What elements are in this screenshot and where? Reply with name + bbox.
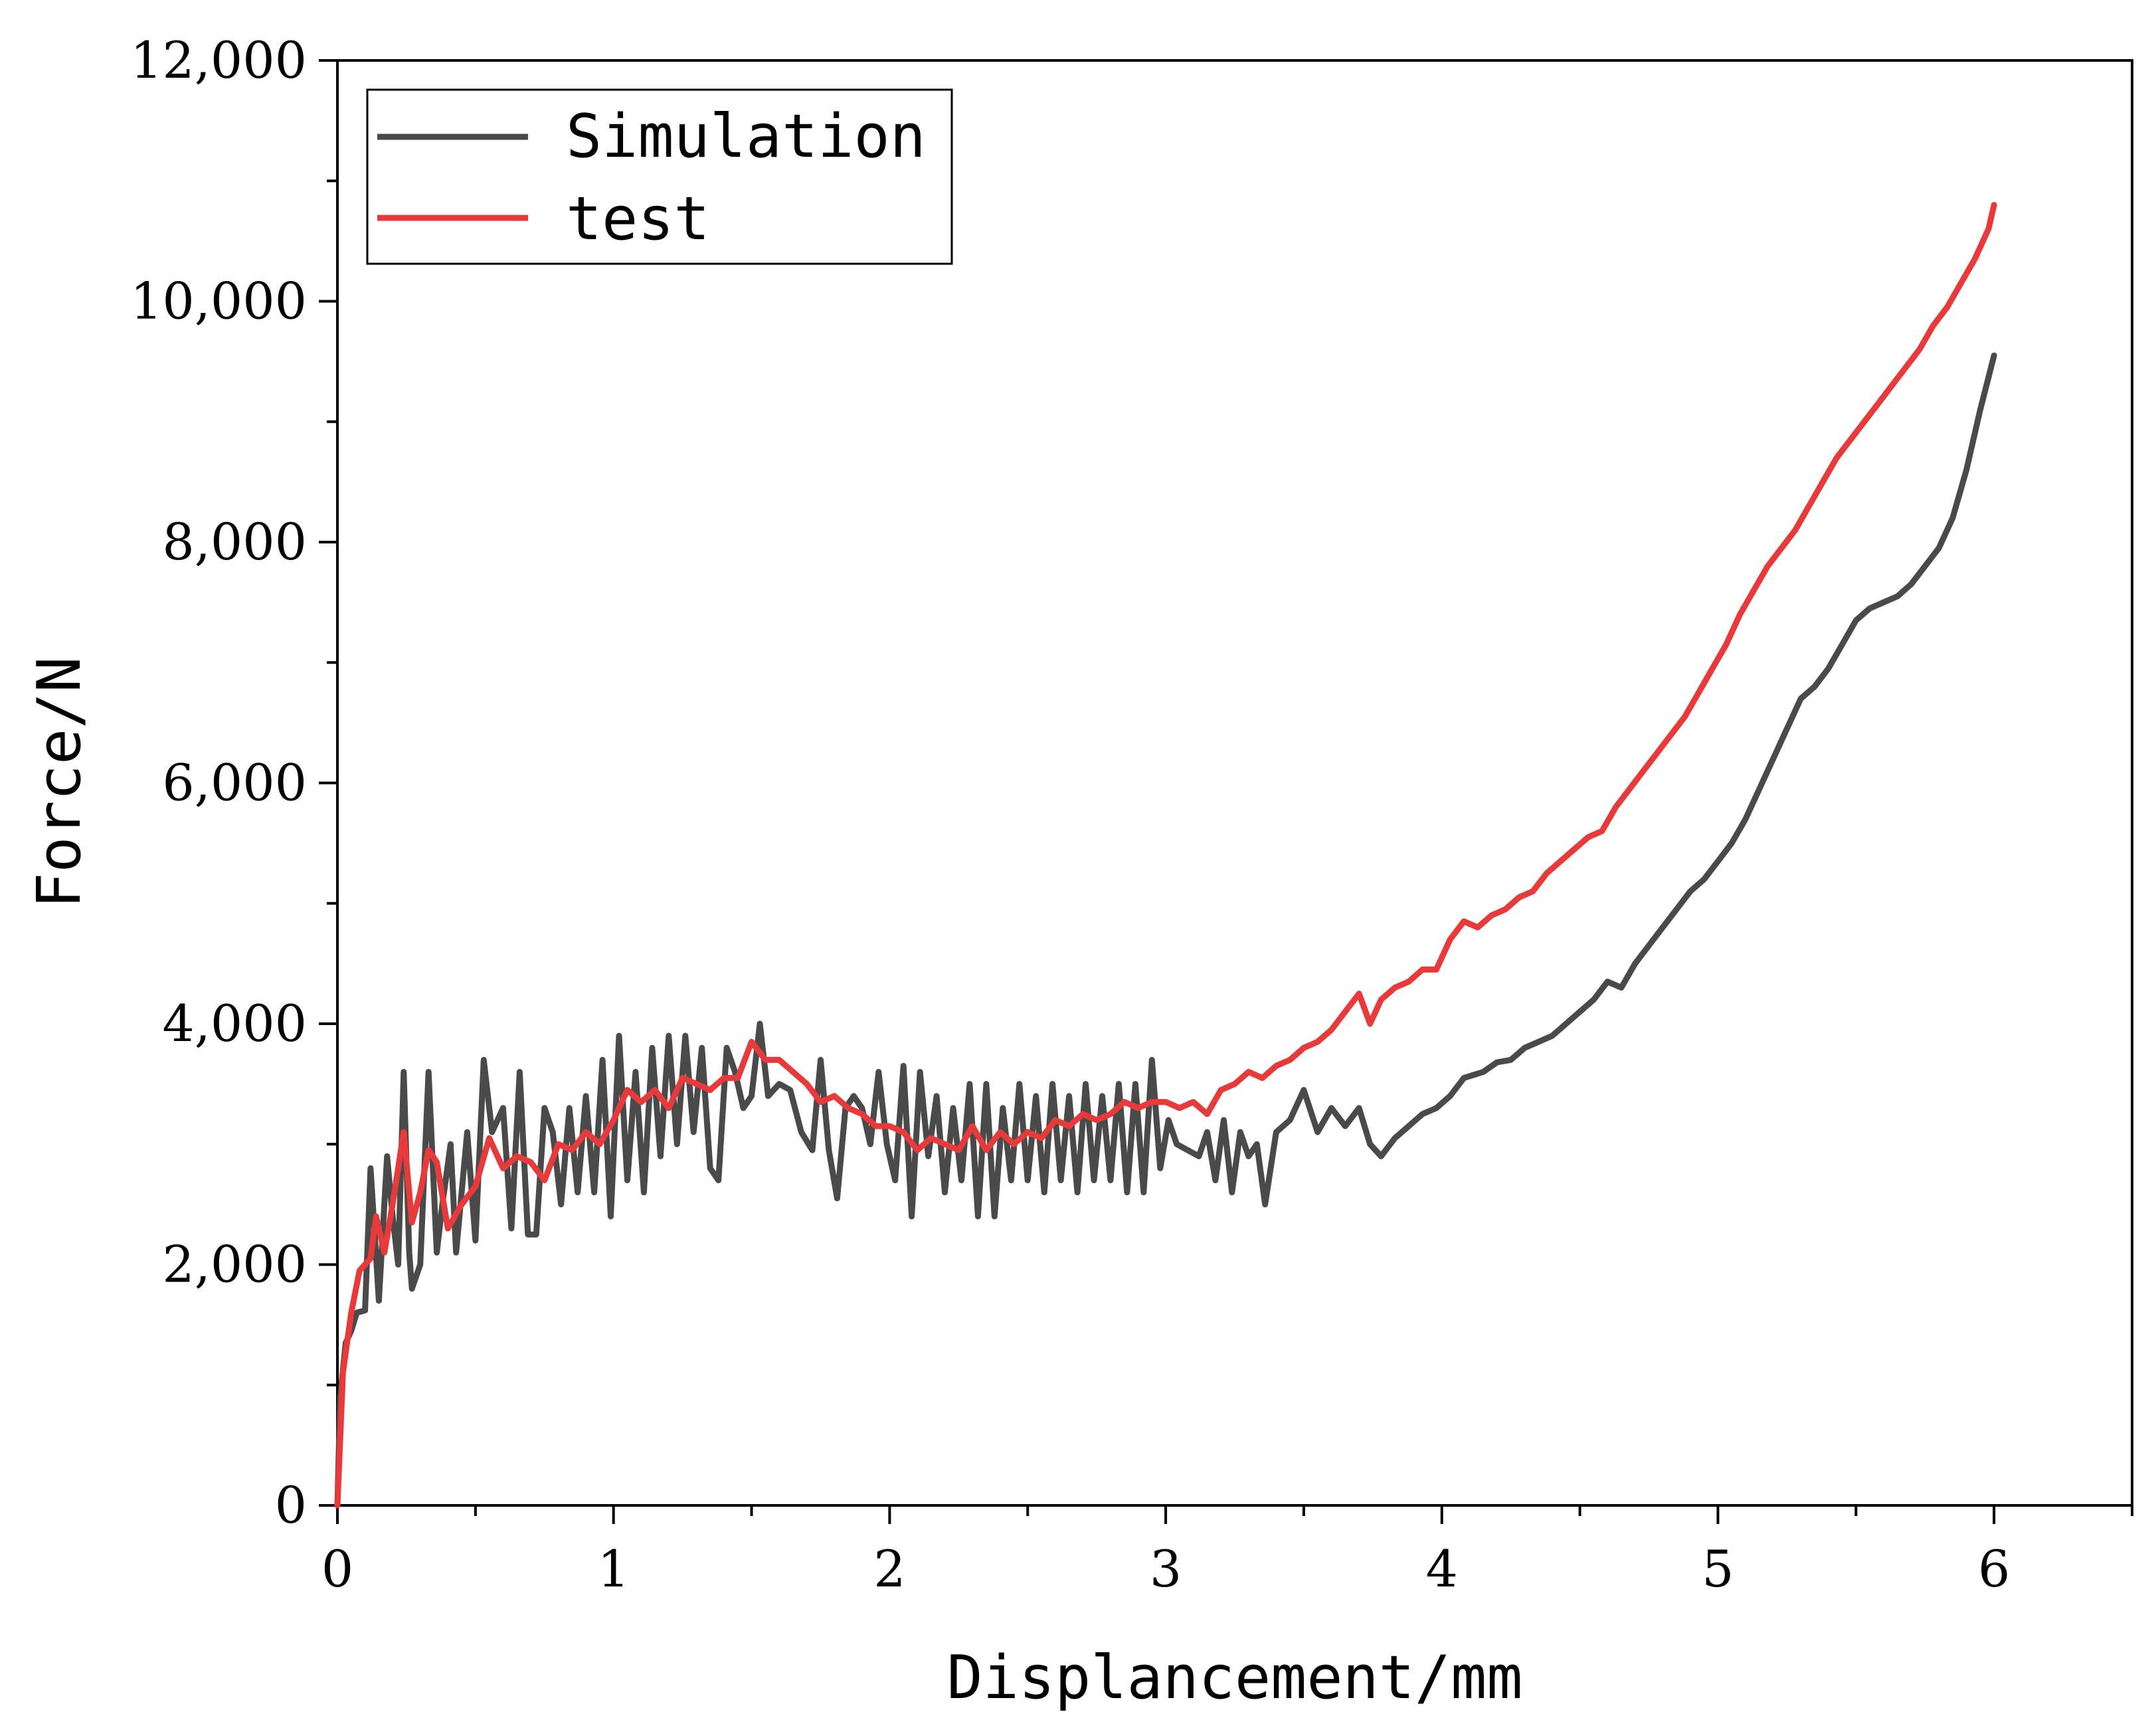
x-tick-label-6: 6 (1978, 1539, 2010, 1598)
y-tick-label-8000: 8,000 (162, 512, 307, 571)
x-tick-label-5: 5 (1702, 1539, 1734, 1598)
x-tick-label-1: 1 (598, 1539, 630, 1598)
series-layer (334, 202, 1997, 1509)
y-tick-label-4000: 4,000 (162, 994, 307, 1053)
x-tick-label-2: 2 (873, 1539, 905, 1598)
x-axis: 0 1 2 3 4 5 6 (321, 1505, 2133, 1598)
x-tick-label-4: 4 (1426, 1539, 1458, 1598)
y-tick-label-2000: 2,000 (162, 1235, 307, 1294)
legend-label-simulation: Simulation (566, 102, 926, 171)
legend: Simulation test (366, 88, 953, 265)
y-tick-label-12000: 12,000 (130, 31, 307, 90)
y-axis: 0 2,000 4,000 6,000 8,000 10,000 12,000 (130, 31, 337, 1535)
legend-box (366, 88, 953, 265)
x-tick-label-0: 0 (321, 1539, 353, 1598)
y-tick-label-10000: 10,000 (130, 272, 307, 331)
series-line-test (334, 202, 1997, 1509)
y-tick-label-6000: 6,000 (162, 753, 307, 812)
legend-label-test: test (566, 184, 710, 254)
y-tick-label-0: 0 (275, 1476, 307, 1535)
x-tick-label-3: 3 (1150, 1539, 1182, 1598)
x-axis-title: Displancement/mm (947, 1643, 1523, 1713)
y-axis-title: Force/N (25, 656, 94, 908)
series-line-simulation (334, 352, 1997, 1509)
